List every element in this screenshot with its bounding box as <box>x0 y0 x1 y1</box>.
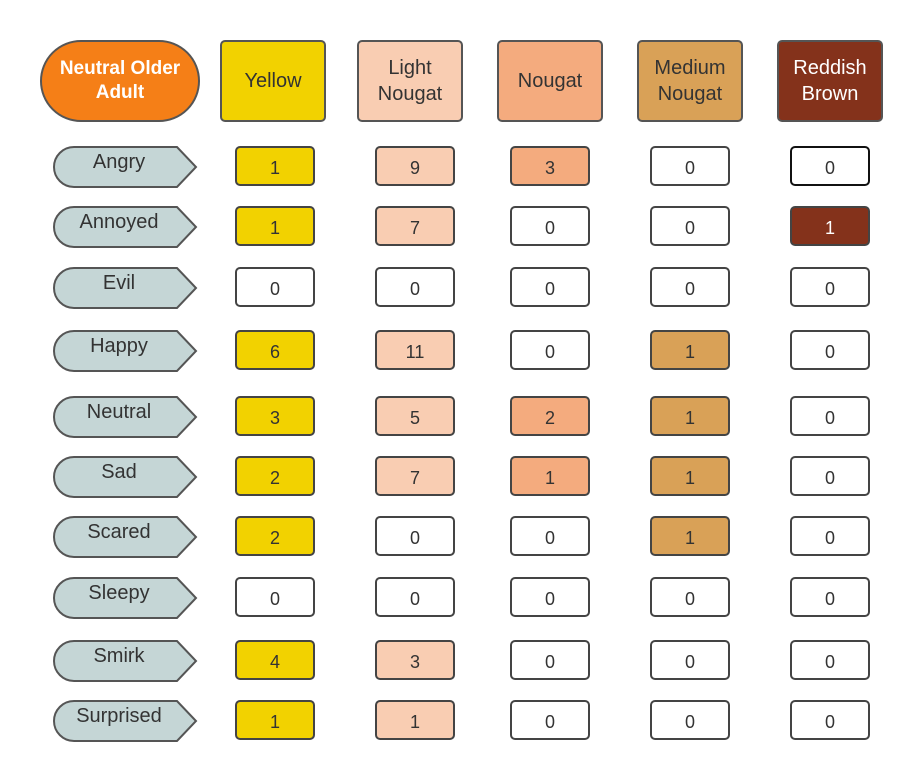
column-header-0: Yellow <box>220 40 326 122</box>
cell-1-0: 1 <box>235 206 315 246</box>
cell-8-1: 3 <box>375 640 455 680</box>
cell-0-0: 1 <box>235 146 315 186</box>
cell-9-2: 0 <box>510 700 590 740</box>
column-header-4: Reddish Brown <box>777 40 883 122</box>
cell-7-3: 0 <box>650 577 730 617</box>
corner-label: Neutral Older Adult <box>40 40 200 122</box>
cell-2-2: 0 <box>510 267 590 307</box>
cell-5-1: 7 <box>375 456 455 496</box>
cell-6-3: 1 <box>650 516 730 556</box>
column-header-3: Medium Nougat <box>637 40 743 122</box>
row-label-shape <box>53 456 198 498</box>
cell-6-4: 0 <box>790 516 870 556</box>
row-label-shape <box>53 516 198 558</box>
row-label-6: Scared <box>53 515 199 558</box>
cell-9-1: 1 <box>375 700 455 740</box>
cell-5-3: 1 <box>650 456 730 496</box>
row-label-text: Scared <box>87 520 151 543</box>
cell-4-0: 3 <box>235 396 315 436</box>
cell-1-2: 0 <box>510 206 590 246</box>
row-label-text: Happy <box>90 334 148 357</box>
cell-6-2: 0 <box>510 516 590 556</box>
row-label-3: Happy <box>53 329 199 372</box>
cell-5-2: 1 <box>510 456 590 496</box>
row-label-shape <box>53 330 198 372</box>
row-label-7: Sleepy <box>53 576 199 619</box>
cell-3-4: 0 <box>790 330 870 370</box>
cell-4-2: 2 <box>510 396 590 436</box>
cell-0-4: 0 <box>790 146 870 186</box>
row-label-1: Annoyed <box>53 205 199 248</box>
cell-7-1: 0 <box>375 577 455 617</box>
cell-7-2: 0 <box>510 577 590 617</box>
cell-8-0: 4 <box>235 640 315 680</box>
cell-8-3: 0 <box>650 640 730 680</box>
row-label-9: Surprised <box>53 699 199 742</box>
cell-1-4: 1 <box>790 206 870 246</box>
cell-2-1: 0 <box>375 267 455 307</box>
cell-9-4: 0 <box>790 700 870 740</box>
row-label-2: Evil <box>53 266 199 309</box>
row-label-text: Surprised <box>76 704 162 727</box>
cell-3-1: 11 <box>375 330 455 370</box>
row-label-shape <box>53 640 198 682</box>
row-label-shape <box>53 267 198 309</box>
cell-0-3: 0 <box>650 146 730 186</box>
cell-4-4: 0 <box>790 396 870 436</box>
cell-0-2: 3 <box>510 146 590 186</box>
row-label-text: Sleepy <box>88 581 150 604</box>
row-label-8: Smirk <box>53 639 199 682</box>
cell-3-0: 6 <box>235 330 315 370</box>
cell-9-3: 0 <box>650 700 730 740</box>
cell-1-1: 7 <box>375 206 455 246</box>
row-label-text: Angry <box>92 150 146 173</box>
column-header-2: Nougat <box>497 40 603 122</box>
row-label-text: Sad <box>101 460 137 483</box>
cell-1-3: 0 <box>650 206 730 246</box>
cell-4-3: 1 <box>650 396 730 436</box>
row-label-0: Angry <box>53 145 199 188</box>
cell-0-1: 9 <box>375 146 455 186</box>
cell-7-0: 0 <box>235 577 315 617</box>
row-label-text: Smirk <box>93 644 145 667</box>
row-label-shape <box>53 146 198 188</box>
row-label-shape <box>53 206 198 248</box>
cell-3-2: 0 <box>510 330 590 370</box>
row-label-text: Evil <box>102 271 136 294</box>
row-label-shape <box>53 577 198 619</box>
cell-6-0: 2 <box>235 516 315 556</box>
cell-5-0: 2 <box>235 456 315 496</box>
cell-5-4: 0 <box>790 456 870 496</box>
cell-2-3: 0 <box>650 267 730 307</box>
cell-8-2: 0 <box>510 640 590 680</box>
cell-2-0: 0 <box>235 267 315 307</box>
cell-8-4: 0 <box>790 640 870 680</box>
cell-9-0: 1 <box>235 700 315 740</box>
row-label-shape <box>53 396 198 438</box>
cell-7-4: 0 <box>790 577 870 617</box>
cell-6-1: 0 <box>375 516 455 556</box>
cell-2-4: 0 <box>790 267 870 307</box>
row-label-text: Annoyed <box>79 210 159 233</box>
column-header-1: Light Nougat <box>357 40 463 122</box>
row-label-4: Neutral <box>53 395 199 438</box>
cell-3-3: 1 <box>650 330 730 370</box>
row-label-5: Sad <box>53 455 199 498</box>
cell-4-1: 5 <box>375 396 455 436</box>
row-label-shape <box>53 700 198 742</box>
row-label-text: Neutral <box>86 400 152 423</box>
